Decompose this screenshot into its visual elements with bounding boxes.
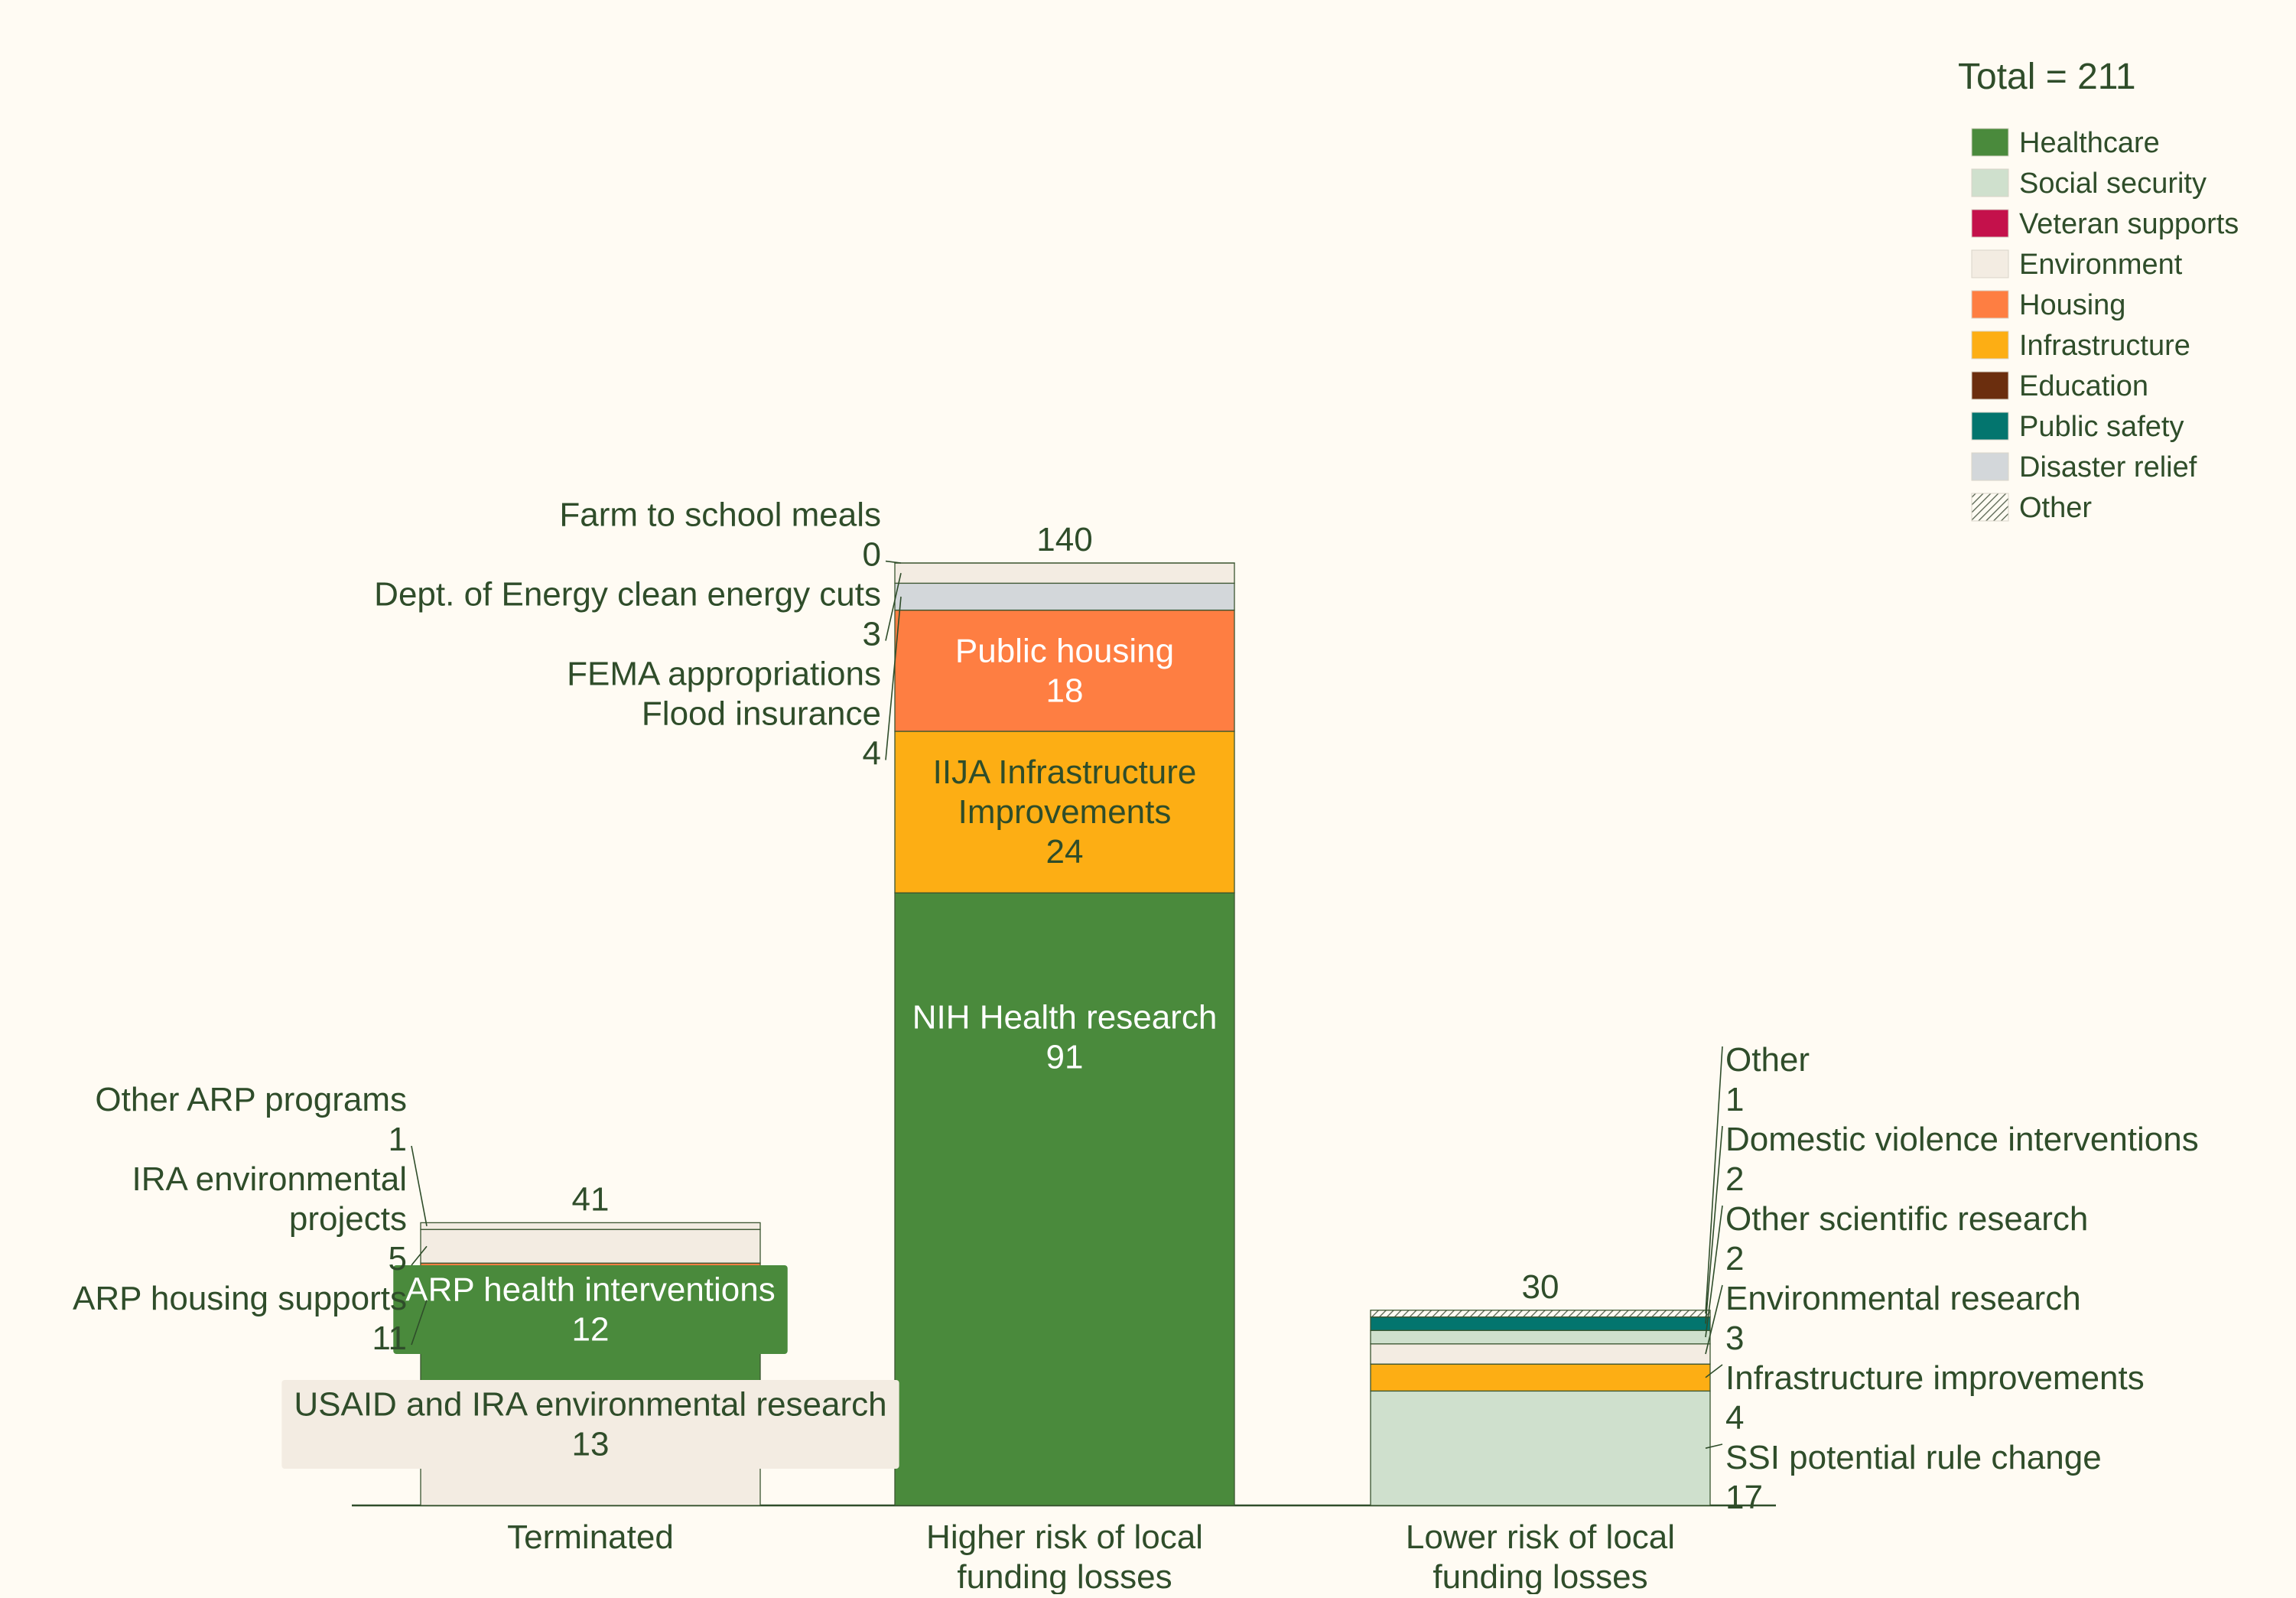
bar-total-label: 140 [1036, 521, 1092, 558]
segment-value-label: 18 [1046, 672, 1084, 709]
category-label: Lower risk of local [1406, 1518, 1675, 1556]
segment-value-label: 17 [1725, 1479, 1763, 1516]
segment-name-label: projects [289, 1200, 407, 1238]
segment-name-label: Other [1725, 1041, 1810, 1079]
bar-segment-environmental-research [1371, 1344, 1710, 1364]
legend-label: Infrastructure [2019, 330, 2190, 362]
segment-value-label: 3 [1725, 1320, 1744, 1357]
legend: Total = 211 Healthcare Social security Vete… [1958, 57, 2239, 524]
legend-title: Total = 211 [1958, 57, 2136, 97]
segment-name-label: ARP health interventions [405, 1271, 775, 1309]
segment-name-label: ARP housing supports [73, 1280, 407, 1317]
category-label: Terminated [507, 1518, 674, 1556]
bar-segment-nih-health-research [895, 893, 1234, 1505]
segment-name-label: Improvements [958, 793, 1172, 831]
legend-label: Public safety [2019, 411, 2184, 443]
legend-item-education: Education [1972, 370, 2148, 402]
legend-item-social-security: Social security [1972, 168, 2207, 200]
legend-item-healthcare: Healthcare [1972, 127, 2160, 159]
segment-name-label: NIH Health research [912, 999, 1218, 1037]
bar-segment-ssi-potential-rule-change [1371, 1391, 1710, 1505]
legend-swatch [1972, 453, 2008, 480]
legend-item-housing: Housing [1972, 289, 2125, 321]
bar-segment-other-scientific-research [1371, 1330, 1710, 1344]
segment-value-label: 11 [372, 1320, 407, 1357]
legend-swatch [1972, 291, 2008, 318]
bar-total-label: 30 [1522, 1268, 1559, 1306]
legend-label: Other [2019, 492, 2092, 524]
segment-value-label: 12 [572, 1311, 610, 1349]
legend-swatch [1972, 169, 2008, 197]
bar-segment-domestic-violence-interventions [1371, 1317, 1710, 1331]
segment-name-label: Other scientific research [1725, 1200, 2088, 1238]
legend-item-public-safety: Public safety [1972, 411, 2184, 443]
legend-label: Veteran supports [2019, 208, 2239, 240]
bar-segment-other-arp-programs [421, 1222, 760, 1229]
segment-name-label: IIJA Infrastructure [933, 753, 1197, 791]
legend-swatch [1972, 331, 2008, 359]
label-leader-line [411, 1146, 427, 1226]
legend-item-disaster-relief: Disaster relief [1972, 451, 2197, 483]
segment-value-label: 2 [1725, 1240, 1744, 1277]
bar-segment-dept-of-energy-clean-energy-cuts [895, 563, 1234, 583]
segment-value-label: 13 [572, 1426, 610, 1463]
segment-value-label: 24 [1046, 833, 1084, 871]
segment-value-label: 1 [1725, 1081, 1744, 1118]
legend-label: Social security [2019, 168, 2207, 200]
label-leader-line [886, 561, 901, 563]
legend-item-other: Other [1972, 492, 2092, 524]
legend-swatch [1972, 210, 2008, 237]
legend-label: Education [2019, 370, 2148, 402]
category-label: funding losses [1433, 1558, 1647, 1594]
legend-item-environment: Environment [1972, 249, 2183, 281]
legend-swatch [1972, 372, 2008, 399]
segment-name-label: Infrastructure improvements [1725, 1359, 2145, 1397]
segment-value-label: 2 [1725, 1160, 1744, 1198]
legend-item-infrastructure: Infrastructure [1972, 330, 2190, 362]
bar-segment-infrastructure-improvements [1371, 1364, 1710, 1391]
category-label: funding losses [957, 1558, 1172, 1594]
segment-value-label: 5 [389, 1240, 407, 1277]
segment-value-label: 0 [863, 536, 881, 574]
segment-value-label: 91 [1046, 1039, 1084, 1076]
legend-swatch [1972, 129, 2008, 156]
segment-value-label: 4 [1725, 1399, 1744, 1437]
category-label: Higher risk of local [926, 1518, 1203, 1556]
segment-value-label: 3 [863, 616, 881, 653]
legend-label: Healthcare [2019, 127, 2160, 159]
segment-name-label: IRA environmental [132, 1160, 407, 1198]
segment-name-label: Public housing [955, 632, 1174, 669]
segment-name-label: Dept. of Energy clean energy cuts [374, 576, 881, 613]
bar-segment-public-housing [895, 610, 1234, 731]
legend-swatch [1972, 250, 2008, 278]
legend-item-veteran-supports: Veteran supports [1972, 208, 2239, 240]
segment-name-label: Domestic violence interventions [1725, 1121, 2199, 1158]
segment-name-label: FEMA appropriations [567, 656, 881, 693]
bar-segment-ira-environmental-projects [421, 1229, 760, 1263]
segment-name-label: Farm to school meals [559, 496, 881, 534]
segment-name-label: SSI potential rule change [1725, 1439, 2102, 1476]
legend-label: Environment [2019, 249, 2183, 281]
legend-swatch [1972, 412, 2008, 440]
segment-value-label: 1 [389, 1121, 407, 1158]
legend-label: Disaster relief [2019, 451, 2197, 483]
bar-total-label: 41 [572, 1180, 610, 1218]
bar-segment-fema-appropriations-flood-insurance [895, 583, 1234, 610]
segment-name-label: Other ARP programs [95, 1081, 407, 1118]
bar-segment-other [1371, 1310, 1710, 1317]
segment-name-label: Flood insurance [642, 695, 881, 733]
legend-label: Housing [2019, 289, 2125, 321]
legend-swatch [1972, 493, 2008, 521]
segment-name-label: Environmental research [1725, 1280, 2081, 1317]
segment-name-label: USAID and IRA environmental research [294, 1386, 886, 1424]
segment-value-label: 4 [863, 735, 881, 773]
